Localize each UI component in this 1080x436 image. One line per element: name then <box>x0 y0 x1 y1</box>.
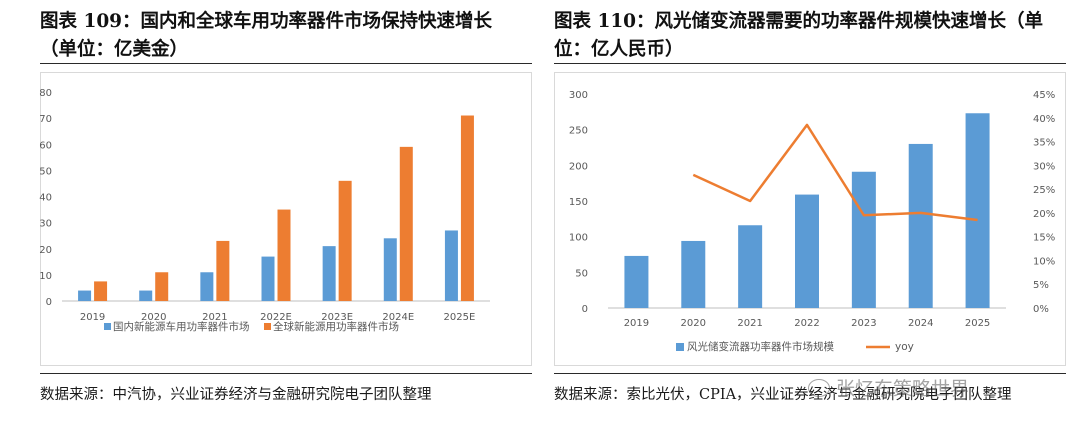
right-chart-title: 图表 110：风光储变流器需要的功率器件规模快速增长（单位：亿人民币） <box>554 11 1044 60</box>
left-y-tick-label: 0 <box>46 297 52 308</box>
right-y-right-tick-label: 5% <box>1033 280 1049 291</box>
right-x-tick-label: 2023 <box>851 318 876 329</box>
left-x-tick-label: 2024E <box>382 312 414 323</box>
left-chart-source: 数据来源：中汽协，兴业证券经济与金融研究院电子团队整理 <box>40 387 432 403</box>
right-top-rule <box>554 63 1066 64</box>
right-y-left-tick-label: 50 <box>575 268 588 279</box>
left-bottom-rule <box>40 373 532 374</box>
right-y-right-tick-label: 20% <box>1033 209 1055 220</box>
right-bar-market-size <box>738 225 763 308</box>
right-bar-market-size <box>624 255 649 308</box>
right-x-tick-label: 2024 <box>908 318 933 329</box>
right-y-left-tick-label: 200 <box>569 161 588 172</box>
right-bar-market-size <box>681 240 706 308</box>
left-chart-panel: 图表 109：国内和全球车用功率器件市场保持快速增长（单位：亿美金） 0 10 20… <box>39 11 532 403</box>
watermark: 张忆东策略世界 <box>808 374 969 401</box>
left-y-tick-label: 40 <box>39 193 52 204</box>
left-bar-chart: 0 10 20 30 40 50 60 70 80 2019 2020 2021 2022E 2023E 2… <box>39 88 490 333</box>
left-bar-domestic <box>322 246 336 301</box>
left-legend-swatch <box>104 323 111 330</box>
left-bar-global <box>399 146 413 301</box>
left-legend-label: 全球新能源用功率器件市场 <box>273 320 399 333</box>
watermark-text: 张忆东策略世界 <box>836 378 970 400</box>
right-legend-label-line: yoy <box>895 341 914 353</box>
right-y-right-tick-label: 25% <box>1033 185 1055 196</box>
right-x-tick-label: 2021 <box>737 318 762 329</box>
right-y-right-tick-label: 40% <box>1033 114 1055 125</box>
left-bar-domestic <box>383 238 397 301</box>
right-y-right-tick-label: 10% <box>1033 256 1055 267</box>
left-bar-global <box>94 281 108 301</box>
right-bar-market-size <box>965 113 990 308</box>
right-chart-panel: 图表 110：风光储变流器需要的功率器件规模快速增长（单位：亿人民币） 0 50 1… <box>548 0 1080 436</box>
left-bar-domestic <box>78 290 92 301</box>
left-y-tick-label: 20 <box>39 245 52 256</box>
left-y-tick-label: 10 <box>39 271 52 282</box>
left-x-tick-label: 2020 <box>141 312 166 323</box>
right-y-right-tick-label: 35% <box>1033 138 1055 149</box>
left-x-tick-label: 2023E <box>321 312 353 323</box>
right-yoy-line <box>692 123 978 222</box>
right-y-right-tick-label: 30% <box>1033 161 1055 172</box>
left-bar-domestic <box>200 272 214 301</box>
left-legend-swatch <box>264 323 271 330</box>
right-chart-source: 数据来源：索比光伏，CPIA，兴业证券经济与金融研究院电子团队整理 <box>554 387 1012 403</box>
right-legend-swatch-bars <box>676 343 684 351</box>
right-y-left-tick-label: 300 <box>569 90 588 101</box>
left-bar-global <box>216 240 230 301</box>
left-x-tick-label: 2022E <box>260 312 292 323</box>
right-legend-label-bars: 风光储变流器功率器件市场规模 <box>687 340 834 353</box>
left-y-tick-label: 60 <box>39 140 52 151</box>
right-y-right-tick-label: 45% <box>1033 90 1055 101</box>
right-y-right-tick-label: 15% <box>1033 233 1055 244</box>
right-chart-frame <box>554 72 1066 366</box>
left-chart-title: 图表 109：国内和全球车用功率器件市场保持快速增长（单位：亿美金） <box>40 11 493 60</box>
right-y-left-tick-label: 100 <box>569 233 588 244</box>
left-bar-domestic <box>139 290 153 301</box>
right-bar-market-size <box>795 194 819 308</box>
right-x-tick-label: 2025 <box>965 318 990 329</box>
left-bar-domestic <box>261 256 275 301</box>
wechat-icon <box>808 379 830 397</box>
right-y-left-tick-label: 150 <box>569 197 588 208</box>
right-y-right-tick-label: 0% <box>1033 304 1049 315</box>
left-bar-global <box>155 272 169 301</box>
left-legend-label: 国内新能源车用功率器件市场 <box>113 320 250 333</box>
left-bar-global <box>338 180 352 301</box>
left-y-tick-label: 80 <box>39 88 52 99</box>
right-y-left-tick-label: 250 <box>569 126 588 137</box>
left-bar-global <box>460 115 474 301</box>
left-y-tick-label: 50 <box>39 166 52 177</box>
left-x-tick-label: 2019 <box>80 312 105 323</box>
left-top-rule <box>40 63 532 64</box>
left-x-tick-label: 2025E <box>444 312 476 323</box>
left-x-tick-label: 2021 <box>202 312 227 323</box>
right-combo-chart: 0 50 100 150 200 250 300 0% 5% 10% 15% 20% 25% 30% 35%… <box>569 90 1055 353</box>
left-bar-global <box>277 209 291 301</box>
left-y-tick-label: 70 <box>39 114 52 125</box>
right-y-left-tick-label: 0 <box>582 304 588 315</box>
left-bar-domestic <box>444 230 458 301</box>
right-x-tick-label: 2019 <box>624 318 649 329</box>
right-x-tick-label: 2022 <box>794 318 819 329</box>
right-bar-market-size <box>908 143 933 308</box>
right-bottom-rule <box>554 373 1066 374</box>
right-x-tick-label: 2020 <box>681 318 706 329</box>
left-chart-frame <box>40 72 532 366</box>
left-y-tick-label: 30 <box>39 219 52 230</box>
right-bar-market-size <box>851 171 876 308</box>
